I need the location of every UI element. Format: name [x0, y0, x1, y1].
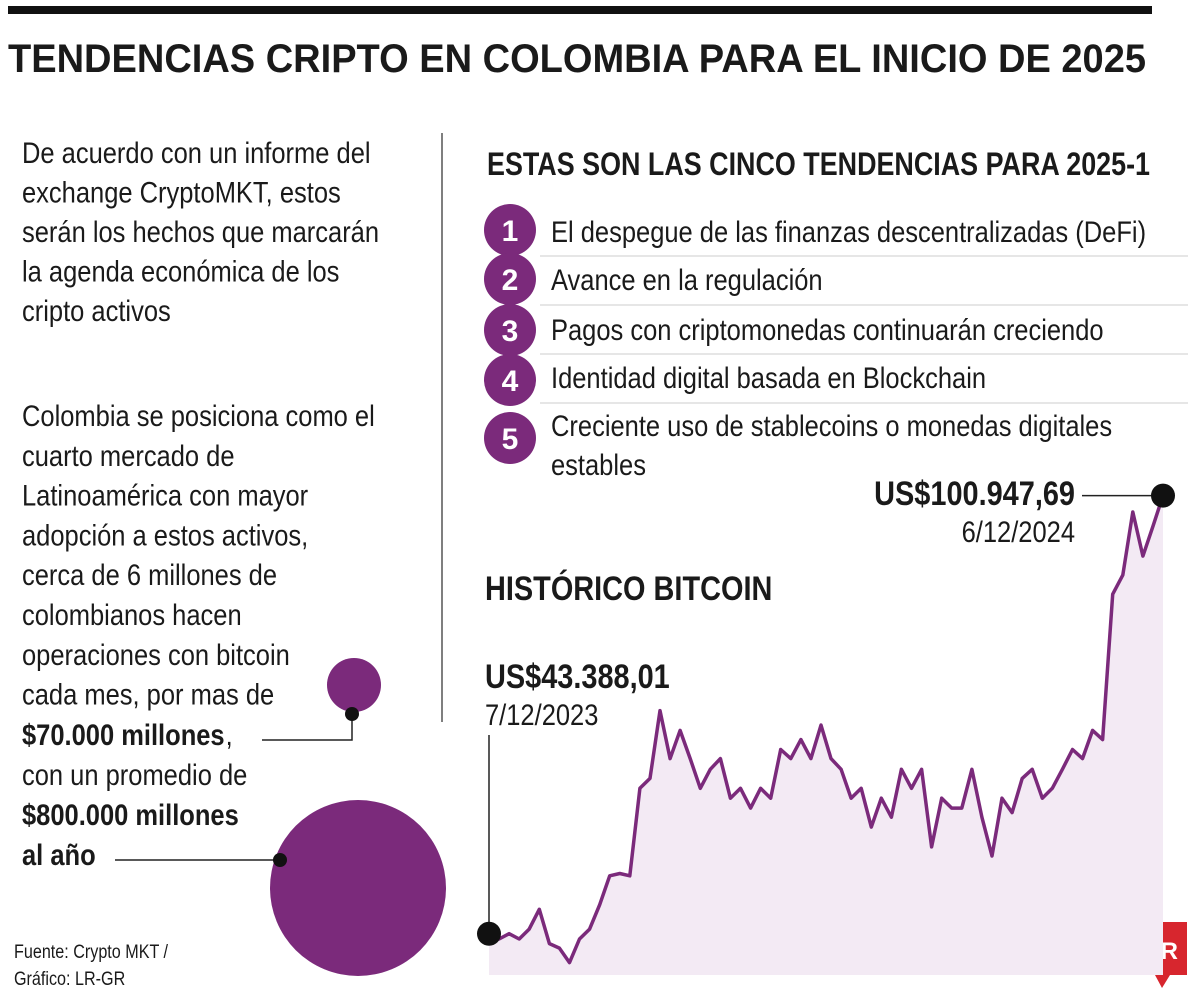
stats-line: con un promedio de [22, 758, 247, 791]
intro-line: serán los hechos que marcarán [22, 215, 379, 248]
trend-text: Pagos con criptomonedas continuarán crec… [551, 313, 1104, 346]
trend-badge [484, 253, 536, 305]
trend-badge [484, 204, 536, 256]
stats-line: cuarto mercado de [22, 439, 235, 472]
trend-number: 1 [502, 215, 519, 248]
intro-line: De acuerdo con un informe del [22, 136, 371, 169]
title: TENDENCIAS CRIPTO EN COLOMBIA PARA EL IN… [8, 37, 1146, 81]
trend-number: 3 [502, 315, 519, 348]
intro-line: exchange CryptoMKT, estos [22, 176, 341, 209]
stats-line: Colombia se posiciona como el [22, 399, 375, 432]
stats-line: Latinoamérica con mayor [22, 479, 308, 512]
stats-amount: al año [22, 838, 96, 871]
top-bar [8, 6, 1152, 14]
stats-amount: $800.000 millones [22, 798, 239, 831]
stats-comma: , [226, 718, 233, 751]
intro-line: cripto activos [22, 294, 171, 327]
area [489, 495, 1163, 975]
stats-amount: $70.000 millones [22, 718, 225, 751]
endpoint-dot [477, 921, 501, 946]
chart-title: HISTÓRICO BITCOIN [485, 569, 772, 608]
leader-dot [273, 853, 287, 867]
stats-line: colombianos hacen [22, 598, 242, 631]
endpoint-dot [1151, 483, 1175, 508]
price-line [488, 495, 1165, 965]
small-bubble [327, 658, 381, 712]
trend-text: Avance en la regulación [551, 263, 823, 296]
value-label: US$43.388,01 [485, 657, 670, 696]
leader-dot [345, 707, 359, 721]
trend-badge [484, 304, 536, 356]
trend-number: 4 [502, 365, 519, 398]
stats-line: adopción a estos activos, [22, 518, 308, 551]
intro-line: la agenda económica de los [22, 255, 339, 288]
value-label: US$100.947,69 [874, 474, 1075, 513]
logo-tail [1155, 975, 1170, 988]
trend-badge [484, 412, 536, 464]
trend-badge [484, 354, 536, 406]
stats-line: operaciones con bitcoin [22, 638, 290, 671]
trends-title: ESTAS SON LAS CINCO TENDENCIAS PARA 2025… [487, 146, 1150, 182]
trend-text: Creciente uso de stablecoins o monedas d… [551, 409, 1112, 442]
trend-text: estables [551, 448, 646, 481]
trend-text: El despegue de las finanzas descentraliz… [551, 215, 1146, 248]
trend-text: Identidad digital basada en Blockchain [551, 361, 986, 394]
large-bubble [270, 800, 446, 976]
date-label: 6/12/2024 [962, 515, 1075, 548]
source-line: Fuente: Crypto MKT / [14, 941, 168, 963]
stats-line: cada mes, por mas de [22, 678, 274, 711]
stats-line: cerca de 6 millones de [22, 558, 277, 591]
date-label: 7/12/2023 [485, 698, 598, 731]
trend-number: 5 [502, 423, 519, 456]
trend-number: 2 [502, 264, 519, 297]
leader-line [262, 714, 353, 741]
source-line: Gráfico: LR-GR [14, 968, 125, 990]
